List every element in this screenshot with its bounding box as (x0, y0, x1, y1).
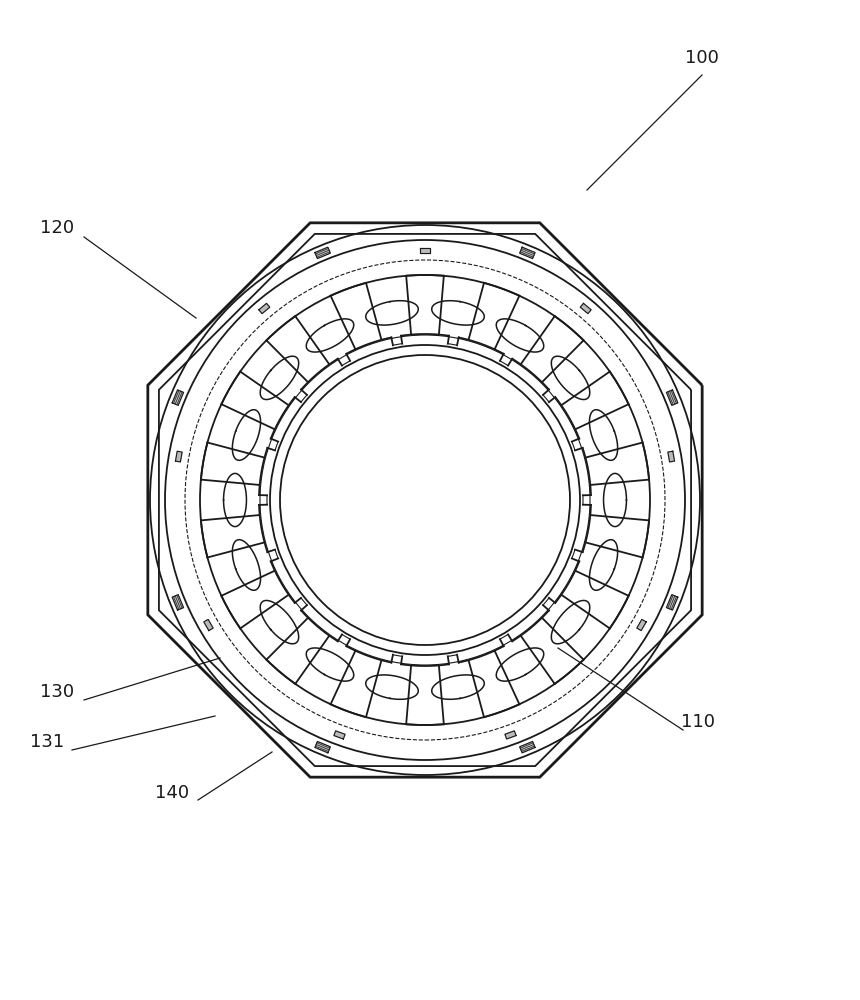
Polygon shape (172, 595, 183, 610)
Polygon shape (172, 390, 183, 405)
Polygon shape (637, 619, 646, 631)
Text: 140: 140 (155, 784, 189, 802)
Polygon shape (204, 619, 213, 631)
Text: 110: 110 (681, 713, 715, 731)
Polygon shape (334, 731, 345, 739)
Polygon shape (666, 390, 678, 405)
Text: 130: 130 (40, 683, 74, 701)
Polygon shape (259, 303, 270, 314)
Polygon shape (580, 303, 591, 314)
Polygon shape (519, 741, 535, 753)
Polygon shape (666, 595, 678, 610)
Polygon shape (420, 247, 430, 252)
Polygon shape (505, 731, 516, 739)
Polygon shape (668, 451, 674, 462)
Text: 131: 131 (30, 733, 64, 751)
Polygon shape (519, 247, 535, 259)
Text: 120: 120 (40, 219, 74, 237)
Polygon shape (315, 741, 330, 753)
Polygon shape (175, 451, 182, 462)
Polygon shape (315, 247, 330, 259)
Text: 100: 100 (685, 49, 719, 67)
